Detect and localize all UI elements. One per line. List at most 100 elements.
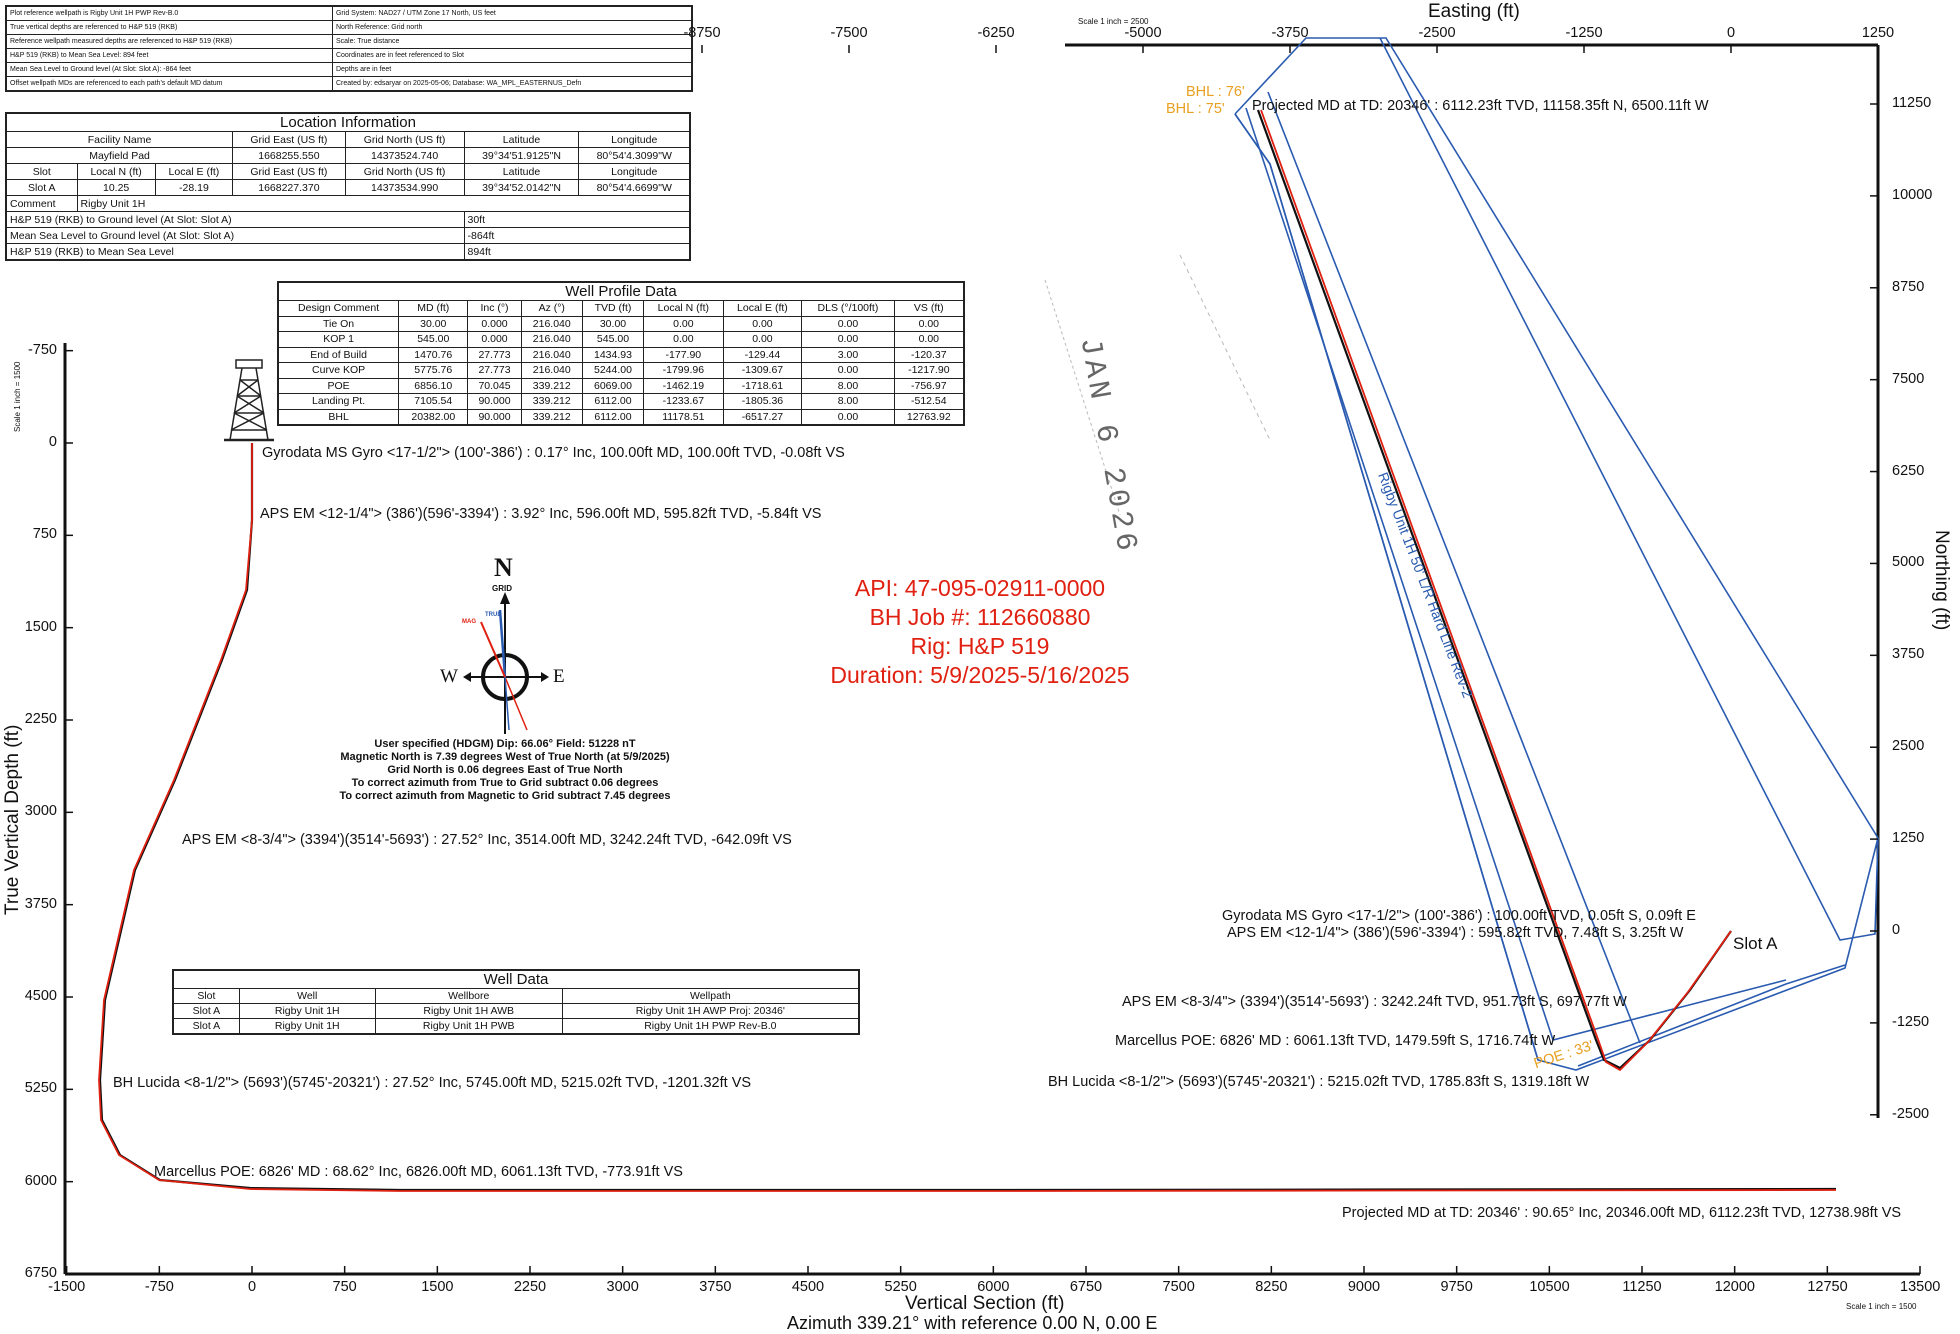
profile-header-cell: Local E (ft) [722,300,803,317]
profile-cell: 27.773 [467,362,522,379]
well-data-header-cell: Wellbore [374,988,563,1004]
profile-header-cell: MD (ft) [398,300,469,317]
profile-cell: 216.040 [520,331,583,348]
compass-w-label: W [440,666,458,687]
profile-cell: 8.00 [801,377,895,394]
profile-cell: 6069.00 [581,377,645,394]
tick-label: 4500 [791,1279,825,1295]
table-row: Landing Pt. 7105.54 90.000 339.212 6112.00 -1… [277,393,965,410]
facility-header-cell: Facility Name [5,131,234,148]
well-data-table: Well Data Slot Well Wellbore Wellpath Slot … [172,969,860,1035]
profile-cell: 216.040 [520,346,583,363]
tick-label: 3750 [24,895,57,912]
header-note-left: Plot reference wellpath is Rigby Unit 1H… [5,5,333,21]
plan-x-axis-title: Easting (ft) [1428,1,1520,22]
tick-label: 13500 [1900,1279,1941,1295]
profile-cell: 545.00 [581,331,645,348]
facility-value-cell: 14373524.740 [344,147,465,164]
tick-label: -7500 [830,25,868,41]
well-data-header-cell: Wellpath [561,988,860,1004]
profile-cell: 7105.54 [398,393,469,410]
tick-label: 12000 [1714,1279,1755,1295]
facility-header-cell: Latitude [463,131,580,148]
slot-header-cell: Longitude [578,163,691,180]
profile-header-cell: TVD (ft) [581,300,645,317]
profile-cell: 216.040 [520,315,583,332]
tick-label: 9000 [1347,1279,1381,1295]
profile-cell: 8.00 [801,393,895,410]
tick-label: 2500 [1892,738,1925,755]
table-row: BHL 20382.00 90.000 339.212 6112.00 11178.51-… [277,408,965,426]
profile-cell: 30.00 [581,315,645,332]
section-annotation: Gyrodata MS Gyro <17-1/2"> (100'-386') :… [262,445,845,461]
rig-name: Rig: H&P 519 [910,633,1050,659]
job-info-block: API: 47-095-02911-0000 BH Job #: 1126608… [790,574,1170,690]
tick-label: 1500 [421,1279,454,1295]
profile-cell: 27.773 [467,346,522,363]
profile-cell: -177.90 [643,346,724,363]
location-information-title: Location Information [5,112,691,132]
header-note-left: Reference wellpath measured depths are r… [5,34,333,49]
comment-label: Comment [5,195,78,212]
tick-label: 7500 [1892,370,1925,387]
profile-cell: -120.37 [893,346,965,363]
slot-header-cell: Local N (ft) [76,163,156,180]
header-note-left: H&P 519 (RKB) to Mean Sea Level: 894 fee… [5,48,333,63]
profile-cell: 0.00 [643,331,724,348]
profile-cell: 545.00 [398,331,469,348]
profile-cell: 339.212 [520,377,583,394]
slot-value-cell: 1668227.370 [232,179,346,196]
tick-label: -6250 [977,25,1015,41]
well-data-cell: Rigby Unit 1H PWP Rev-B.0 [561,1018,860,1035]
header-note-right: North Reference: Grid north [331,20,693,35]
tick-label: 10500 [1529,1279,1570,1295]
table-row: POE 6856.10 70.045 339.212 6069.00 -1462.19 -1… [277,377,965,394]
tick-label: 8250 [1255,1279,1288,1295]
plan-annotation: Gyrodata MS Gyro <17-1/2"> (100'-386') :… [1222,908,1696,924]
header-row: H&P 519 (RKB) to Mean Sea Level: 894 fee… [5,48,693,63]
profile-cell: -1718.61 [722,377,803,394]
api-number: API: 47-095-02911-0000 [854,575,1106,601]
profile-cell: 3.00 [801,346,895,363]
hard-line-inner-left [1234,113,1539,1061]
well-profile-data-table: Well Profile Data Design Comment MD (ft) I… [277,281,965,426]
header-row: Mean Sea Level to Ground level (At Slot:… [5,62,693,77]
tick-label: 3750 [699,1279,732,1295]
tick-label: 9750 [1440,1279,1473,1295]
tick-label: 3000 [606,1279,639,1295]
slot-value-cell: 14373534.990 [344,179,465,196]
profile-cell: -1233.67 [643,393,724,410]
profile-cell: Tie On [277,315,400,332]
tick-label: 6250 [1892,462,1925,479]
compass-true-label: TRUE [485,612,502,618]
section-x-axis-subtitle: Azimuth 339.21° with reference 0.00 N, 0… [787,1313,1158,1333]
profile-header-cell: DLS (°/100ft) [801,300,895,317]
bh-job-number: BH Job #: 112660880 [869,604,1091,630]
tick-label: -8750 [683,25,721,41]
tick-label: -5000 [1124,25,1162,41]
plan-annotation: Marcellus POE: 6826' MD : 6061.13ft TVD,… [1115,1033,1556,1049]
facility-value-cell: 39°34'51.9125"N [463,147,580,164]
well-data-cell: Rigby Unit 1H AWB [374,1003,563,1019]
profile-cell: -1217.90 [893,362,965,379]
level-value: 894ft [463,243,691,261]
well-data-title: Well Data [172,969,860,989]
tick-label: -1500 [48,1279,86,1295]
north-arrow-compass-icon [463,592,549,734]
profile-cell: 1470.76 [398,346,469,363]
header-row: Offset wellpath MDs are referenced to ea… [5,76,693,92]
profile-header-cell: Local N (ft) [643,300,724,317]
tick-label: 6750 [1069,1279,1103,1295]
tick-label: -1250 [1565,25,1603,41]
compass-e-label: E [553,666,565,687]
profile-cell: 6856.10 [398,377,469,394]
declination-note: To correct azimuth from Magnetic to Grid… [339,790,671,802]
tick-label: 6000 [977,1279,1010,1295]
profile-cell: 339.212 [520,408,583,426]
level-label: Mean Sea Level to Ground level (At Slot:… [5,227,465,244]
hard-line-inner-b [1267,91,1641,1044]
profile-cell: 6112.00 [581,393,645,410]
slot-header-cell: Slot [5,163,78,180]
profile-cell: -756.97 [893,377,965,394]
